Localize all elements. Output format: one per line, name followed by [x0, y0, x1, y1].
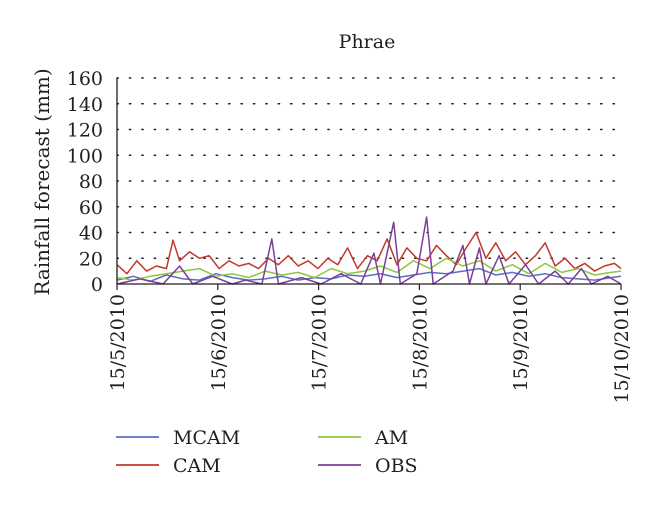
y-tick-label-160: 160: [67, 68, 103, 90]
axes: [116, 78, 622, 290]
chart-title: Phrae: [339, 31, 396, 53]
y-tick-label-60: 60: [79, 197, 103, 219]
series-line-cam: [116, 231, 622, 275]
legend: MCAM CAM AM OBS: [116, 427, 418, 477]
y-axis-label: Rainfall forecast (mm): [30, 68, 54, 295]
series-line-mcam: [116, 267, 622, 283]
x-tick-label-1: 15/6/2010: [208, 294, 230, 391]
x-tick-label-2: 15/7/2010: [309, 294, 331, 391]
legend-label-am: AM: [374, 427, 408, 449]
grid-lines: [116, 77, 622, 259]
series-lines: [116, 216, 622, 285]
x-tick-label-0: 15/5/2010: [107, 294, 129, 391]
legend-label-obs: OBS: [375, 455, 418, 477]
y-tick-label-20: 20: [79, 248, 103, 270]
legend-label-mcam: MCAM: [173, 427, 240, 449]
y-tick-label-140: 140: [67, 94, 103, 116]
x-tick-label-5: 15/10/2010: [611, 294, 633, 404]
y-tick-label-120: 120: [67, 120, 103, 142]
x-tick-label-3: 15/8/2010: [409, 294, 431, 391]
y-tick-label-80: 80: [79, 171, 103, 193]
y-tick-label-0: 0: [91, 274, 103, 296]
x-tick-label-4: 15/9/2010: [510, 294, 532, 391]
y-tick-label-40: 40: [79, 223, 103, 245]
y-tick-labels: 0 20 40 60 80 100 120 140 160: [67, 68, 103, 296]
y-tick-label-100: 100: [67, 145, 103, 167]
series-line-am: [116, 257, 622, 281]
x-tick-labels: 15/5/2010 15/6/2010 15/7/2010 15/8/2010 15/9…: [107, 294, 633, 404]
legend-label-cam: CAM: [173, 455, 221, 477]
